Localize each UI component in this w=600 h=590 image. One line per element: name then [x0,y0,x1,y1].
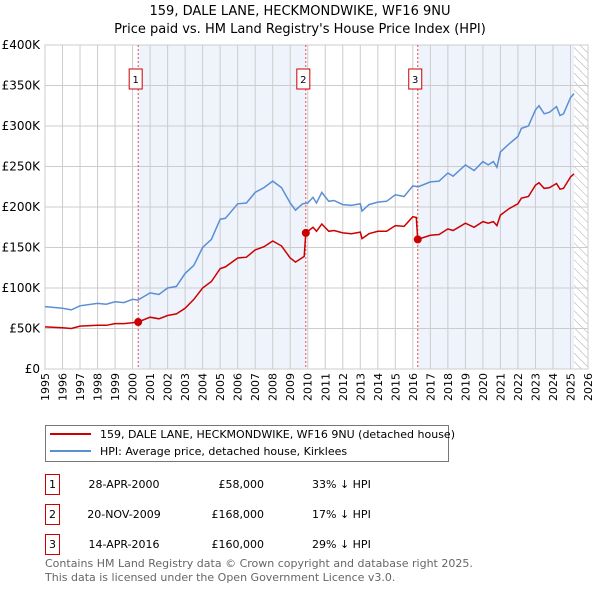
sale-row-number: 1 [49,478,56,491]
chart-title: 159, DALE LANE, HECKMONDWIKE, WF16 9NU [150,4,451,19]
sale-row-hpi-delta: 17% ↓ HPI [312,508,371,521]
y-tick-label: £50K [9,322,41,336]
property-price-line [44,173,575,330]
sale-row-number: 2 [49,508,56,521]
x-tick-label: 2023 [529,373,542,401]
x-tick-label: 1996 [57,373,70,401]
x-tick-label: 2025 [564,373,577,401]
y-tick-label: £100K [2,281,42,295]
sales-table: 1 28-APR-2000 £58,000 33% ↓ HPI 2 20-NOV-2009… [45,474,371,555]
x-tick-label: 2005 [214,373,227,401]
sale-row-number: 3 [49,538,56,551]
sale-row-badge [45,474,60,495]
footer-licence: This data is licensed under the Open Gov… [44,571,395,584]
x-tick-label: 2002 [162,373,175,401]
y-tick-label: £150K [2,241,42,255]
y-tick-label: £0 [25,362,40,376]
footer-copyright: Contains HM Land Registry data © Crown c… [45,557,473,570]
sale-row-date: 14-APR-2016 [88,538,159,551]
sale-row-date: 20-NOV-2009 [87,508,161,521]
sale-label: 1 [132,75,138,86]
legend-box [45,425,449,462]
x-tick-label: 2013 [354,373,367,401]
x-tick-label: 2000 [127,373,140,401]
sale-label: 3 [412,75,418,86]
y-tick-label: £350K [2,79,42,93]
x-tick-label: 2007 [249,373,262,401]
hpi-line [44,93,575,311]
x-tick-label: 1998 [92,373,105,401]
x-tick-label: 2004 [197,373,210,401]
sale-row-badge [45,534,60,555]
x-tick-label: 2006 [232,373,245,401]
x-tick-label: 2022 [512,373,525,401]
sale-row-price: £160,000 [212,538,265,551]
x-tick-label: 2026 [582,373,595,401]
sale-label: 2 [300,75,306,86]
x-tick-label: 2016 [407,373,420,401]
x-tick-label: 1999 [109,373,122,401]
legend: 159, DALE LANE, HECKMONDWIKE, WF16 9NU (… [45,425,455,462]
x-tick-label: 2018 [442,373,455,401]
sale-label-box [128,68,143,90]
sale-point [413,235,422,244]
x-tick-label: 2010 [302,373,315,401]
sale-label-box [408,68,423,90]
y-tick-label: £250K [2,160,42,174]
x-tick-label: 2008 [267,373,280,401]
sale-row: 3 14-APR-2016 £160,000 29% ↓ HPI [45,534,371,555]
x-tick-label: 2001 [144,373,157,401]
sale-row-price: £168,000 [212,508,265,521]
legend-property: 159, DALE LANE, HECKMONDWIKE, WF16 9NU (… [100,428,455,441]
sale-row-hpi-delta: 33% ↓ HPI [312,478,371,491]
x-tick-label: 2024 [547,373,560,401]
x-tick-label: 2014 [372,373,385,401]
chart-subtitle: Price paid vs. HM Land Registry's House … [114,22,486,37]
x-tick-label: 2019 [459,373,472,401]
x-tick-label: 1997 [74,373,87,401]
x-tick-label: 2020 [477,373,490,401]
sale-row-date: 28-APR-2000 [88,478,159,491]
y-tick-label: £300K [2,119,42,133]
x-tick-label: 2012 [337,373,350,401]
legend-hpi: HPI: Average price, detached house, Kirk… [100,445,347,458]
x-tick-label: 2011 [319,373,332,401]
y-tick-label: £200K [2,200,42,214]
sale-point [301,228,310,237]
sale-label-box [296,68,311,90]
sale-row: 2 20-NOV-2009 £168,000 17% ↓ HPI [45,504,371,525]
plot-area: 1995 1996 1997 1998 1999 2000 2001 2002 2003 2004… [2,38,595,401]
plot-border [44,44,589,370]
sale-point [134,318,143,327]
sale-row: 1 28-APR-2000 £58,000 33% ↓ HPI [45,474,371,495]
x-tick-label: 2021 [494,373,507,401]
sale-row-price: £58,000 [219,478,265,491]
x-tick-label: 2017 [424,373,437,401]
sale-row-badge [45,504,60,525]
sale-row-hpi-delta: 29% ↓ HPI [312,538,371,551]
x-tick-label: 2009 [284,373,297,401]
x-tick-label: 1995 [39,373,52,401]
x-tick-label: 2003 [179,373,192,401]
x-tick-label: 2015 [389,373,402,401]
y-tick-label: £400K [2,38,42,52]
